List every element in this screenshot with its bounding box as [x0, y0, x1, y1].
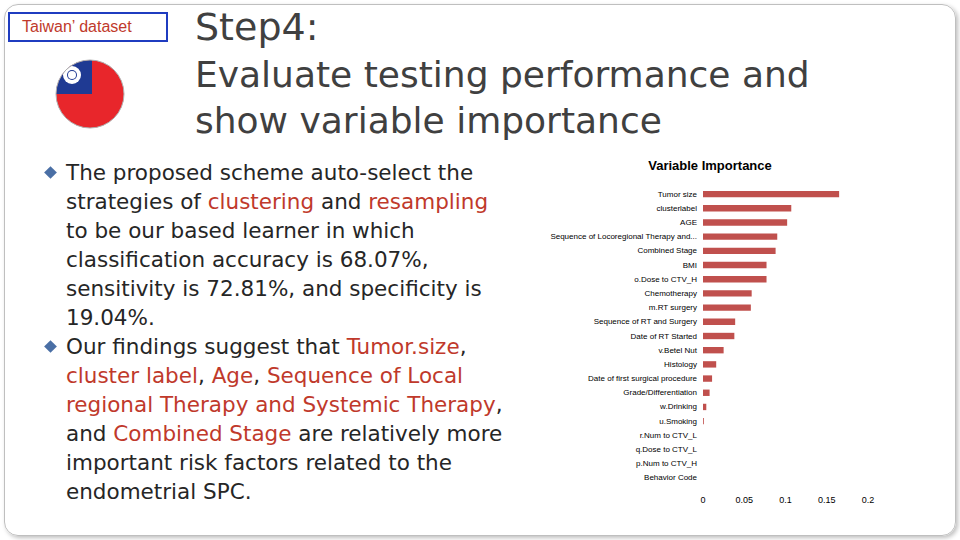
svg-text:m.RT surgery: m.RT surgery: [649, 303, 697, 312]
svg-text:0.15: 0.15: [818, 495, 836, 505]
html-text:Evaluate testing performance a: Evaluate testing performance and: [195, 54, 810, 95]
svg-text:v.Betel Nut: v.Betel Nut: [658, 346, 697, 355]
svg-text:clusterlabel: clusterlabel: [657, 204, 698, 213]
svg-text:Grade/Differentiation: Grade/Differentiation: [623, 388, 697, 397]
svg-text:0.2: 0.2: [862, 495, 875, 505]
svg-text:Date of RT Started: Date of RT Started: [631, 332, 697, 341]
svg-text:Sequence of RT and Surgery: Sequence of RT and Surgery: [594, 317, 697, 326]
svg-text:0.05: 0.05: [735, 495, 753, 505]
svg-text:0: 0: [700, 495, 705, 505]
html-text:Step4:: Step4:: [195, 5, 319, 49]
html-text:Our findings suggest that Tumo: Our findings suggest that Tumor.size,: [66, 334, 467, 359]
svg-text:Chemotherapy: Chemotherapy: [645, 289, 697, 298]
svg-text:Behavior Code: Behavior Code: [644, 473, 697, 482]
svg-text:u.Smoking: u.Smoking: [659, 417, 697, 426]
html-text:cluster label, Age, Sequence o: cluster label, Age, Sequence of Local re…: [66, 363, 503, 504]
svg-text:BMI: BMI: [683, 261, 697, 270]
html-text:The proposed scheme auto-selec: The proposed scheme auto-select the stra…: [66, 160, 488, 214]
svg-text:p.Num to CTV_H: p.Num to CTV_H: [636, 459, 697, 468]
svg-text:Tumor size: Tumor size: [658, 190, 698, 199]
svg-text:Variable Importance: Variable Importance: [648, 158, 772, 173]
html-text:Taiwan’ dataset: Taiwan’ dataset: [22, 18, 132, 35]
svg-text:AGE: AGE: [680, 218, 697, 227]
html-text:show variable importance: show variable importance: [195, 100, 662, 141]
svg-text:r.Num to CTV_L: r.Num to CTV_L: [640, 431, 698, 440]
svg-text:Date of first surgical procedu: Date of first surgical procedure: [588, 374, 697, 383]
svg-text:Histology: Histology: [664, 360, 697, 369]
svg-text:o.Dose to CTV_H: o.Dose to CTV_H: [634, 275, 697, 284]
svg-text:Sequence of Locoregional Thera: Sequence of Locoregional Therapy and...: [550, 232, 697, 241]
svg-text:0.1: 0.1: [779, 495, 792, 505]
svg-text:Combined Stage: Combined Stage: [637, 246, 697, 255]
html-text:to be our based learner in whi: to be our based learner in which classif…: [66, 218, 482, 330]
svg-text:w.Drinking: w.Drinking: [659, 402, 697, 411]
svg-text:q.Dose to CTV_L: q.Dose to CTV_L: [636, 445, 698, 454]
